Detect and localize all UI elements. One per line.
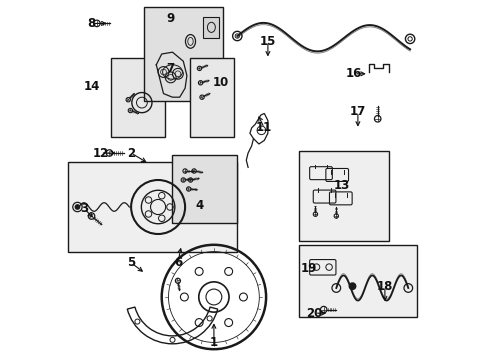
Text: 1: 1 [209,336,218,348]
Circle shape [75,205,80,209]
Text: 19: 19 [301,262,317,275]
Text: 13: 13 [333,179,349,192]
Bar [298,151,387,241]
Text: 12: 12 [92,147,108,159]
Bar [143,7,223,101]
Text: 5: 5 [127,256,135,269]
Text: 17: 17 [349,105,366,118]
Bar [203,17,219,38]
Text: 3: 3 [80,202,88,215]
Text: 16: 16 [346,67,362,80]
Text: 6: 6 [173,256,182,269]
Text: 10: 10 [213,76,229,89]
Text: 20: 20 [306,307,322,320]
Text: 7: 7 [166,62,174,75]
Text: 8: 8 [87,17,96,30]
Circle shape [348,283,355,289]
Bar [190,58,233,137]
Text: 14: 14 [83,80,100,93]
Text: 4: 4 [195,199,203,212]
Text: 2: 2 [127,147,135,159]
Text: 11: 11 [256,121,272,134]
Text: 15: 15 [259,35,276,48]
Bar [68,162,237,252]
Bar [298,245,416,317]
Bar [172,155,237,223]
Text: 9: 9 [166,12,175,24]
Text: 18: 18 [376,280,392,293]
Bar [111,58,165,137]
